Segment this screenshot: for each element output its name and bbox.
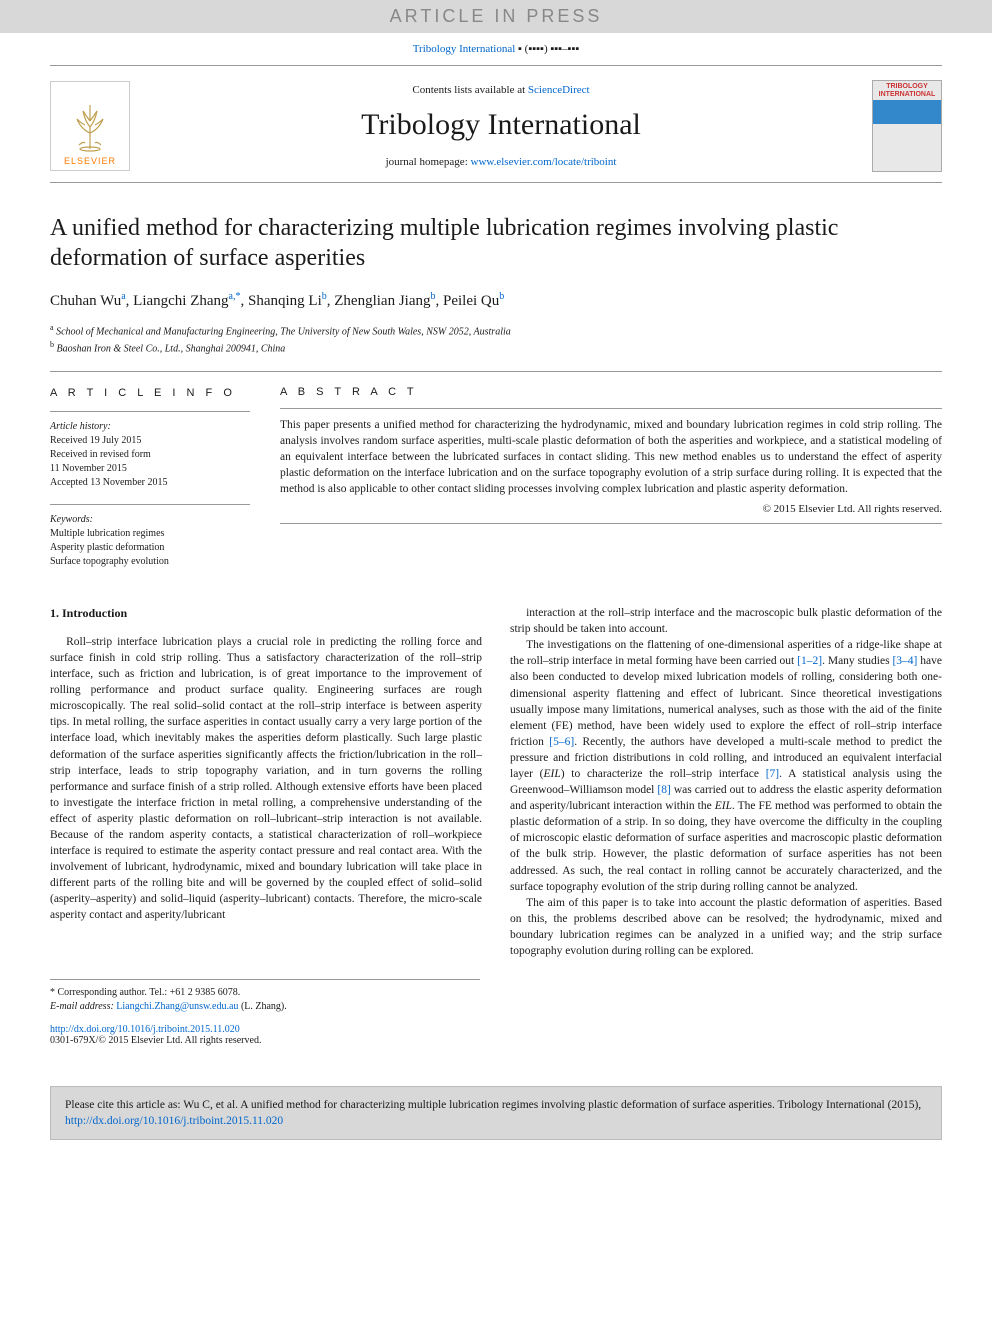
abstract-text: This paper presents a unified method for… (280, 417, 942, 497)
author: Zhenglian Jiang (334, 293, 430, 309)
author: Chuhan Wu (50, 293, 121, 309)
author-aff-sup: a (121, 291, 125, 302)
email-suffix: (L. Zhang). (238, 1001, 286, 1012)
keyword: Asperity plastic deformation (50, 541, 250, 555)
cite-text: Please cite this article as: Wu C, et al… (65, 1099, 921, 1111)
body-span: have also been conducted to develop mixe… (510, 655, 942, 747)
contents-prefix: Contents lists available at (412, 84, 527, 96)
keywords-label: Keywords: (50, 513, 250, 527)
abstract-heading: A B S T R A C T (280, 386, 942, 398)
top-citation-journal-link[interactable]: Tribology International (413, 43, 516, 55)
article-history: Article history: Received 19 July 2015 R… (50, 420, 250, 490)
journal-header: ELSEVIER Contents lists available at Sci… (50, 65, 942, 183)
body-span: . Many studies (822, 655, 892, 667)
divider (280, 408, 942, 409)
reference-link[interactable]: [1–2] (797, 655, 822, 667)
article-info-column: A R T I C L E I N F O Article history: R… (50, 386, 250, 583)
divider (50, 504, 250, 505)
body-span: ) to characterize the roll–strip interfa… (561, 768, 766, 780)
top-citation-volpages: ▪ (▪▪▪▪) ▪▪▪–▪▪▪ (518, 43, 579, 55)
affiliation-text: School of Mechanical and Manufacturing E… (56, 326, 511, 337)
history-line: Received in revised form (50, 448, 250, 462)
contents-line: Contents lists available at ScienceDirec… (130, 84, 872, 96)
sciencedirect-link[interactable]: ScienceDirect (528, 84, 590, 96)
affiliation-text: Baoshan Iron & Steel Co., Ltd., Shanghai… (57, 344, 286, 355)
corresponding-author-note: * Corresponding author. Tel.: +61 2 9385… (50, 986, 480, 1000)
elsevier-tree-icon (60, 96, 120, 156)
history-label: Article history: (50, 420, 250, 434)
email-line: E-mail address: Liangchi.Zhang@unsw.edu.… (50, 1000, 480, 1014)
corresponding-marker: ,* (233, 291, 241, 302)
author-list: Chuhan Wua, Liangchi Zhanga,*, Shanqing … (50, 291, 942, 310)
body-span: . The FE method was performed to obtain … (510, 800, 942, 892)
author: Shanqing Li (248, 293, 322, 309)
history-line: 11 November 2015 (50, 462, 250, 476)
journal-cover-thumbnail: TRIBOLOGY INTERNATIONAL (872, 80, 942, 172)
divider (50, 371, 942, 372)
author-aff-sup: b (322, 291, 327, 302)
keywords-block: Keywords: Multiple lubrication regimes A… (50, 513, 250, 569)
affiliation: b Baoshan Iron & Steel Co., Ltd., Shangh… (50, 339, 942, 356)
in-press-banner: ARTICLE IN PRESS (0, 0, 992, 33)
homepage-prefix: journal homepage: (386, 156, 471, 168)
affiliation-sup: b (50, 340, 54, 349)
cite-doi-link[interactable]: http://dx.doi.org/10.1016/j.triboint.201… (65, 1115, 283, 1127)
keyword: Multiple lubrication regimes (50, 527, 250, 541)
abbrev-eil: EIL (715, 800, 732, 812)
author-aff-sup: b (430, 291, 435, 302)
author: Peilei Qu (443, 293, 499, 309)
journal-title: Tribology International (130, 108, 872, 142)
keyword: Surface topography evolution (50, 555, 250, 569)
issn-copyright: 0301-679X/© 2015 Elsevier Ltd. All right… (50, 1035, 261, 1046)
doi-link[interactable]: http://dx.doi.org/10.1016/j.triboint.201… (50, 1024, 240, 1035)
abstract-column: A B S T R A C T This paper presents a un… (280, 386, 942, 583)
top-citation: Tribology International ▪ (▪▪▪▪) ▪▪▪–▪▪▪ (0, 33, 992, 61)
elsevier-wordmark: ELSEVIER (64, 156, 116, 170)
divider (50, 411, 250, 412)
journal-homepage-line: journal homepage: www.elsevier.com/locat… (130, 156, 872, 168)
affiliations: a School of Mechanical and Manufacturing… (50, 322, 942, 357)
article-body: A unified method for characterizing mult… (0, 183, 992, 1066)
affiliation: a School of Mechanical and Manufacturing… (50, 322, 942, 339)
abbrev-eil: EIL (544, 768, 561, 780)
reference-link[interactable]: [5–6] (549, 736, 574, 748)
email-label: E-mail address: (50, 1001, 116, 1012)
info-abstract-row: A R T I C L E I N F O Article history: R… (50, 386, 942, 583)
journal-header-center: Contents lists available at ScienceDirec… (130, 84, 872, 168)
history-line: Received 19 July 2015 (50, 434, 250, 448)
article-info-heading: A R T I C L E I N F O (50, 386, 250, 401)
body-paragraph: interaction at the roll–strip interface … (510, 605, 942, 637)
body-paragraph: Roll–strip interface lubrication plays a… (50, 634, 482, 924)
body-paragraph: The investigations on the flattening of … (510, 637, 942, 895)
author: Liangchi Zhang (133, 293, 228, 309)
section-heading: 1. Introduction (50, 605, 482, 622)
journal-cover-title: TRIBOLOGY INTERNATIONAL (873, 81, 941, 100)
please-cite-box: Please cite this article as: Wu C, et al… (50, 1086, 942, 1140)
doi-block: http://dx.doi.org/10.1016/j.triboint.201… (50, 1024, 942, 1046)
author-email-link[interactable]: Liangchi.Zhang@unsw.edu.au (116, 1001, 238, 1012)
divider (280, 523, 942, 524)
journal-homepage-link[interactable]: www.elsevier.com/locate/triboint (471, 156, 617, 168)
reference-link[interactable]: [7] (766, 768, 779, 780)
history-line: Accepted 13 November 2015 (50, 476, 250, 490)
reference-link[interactable]: [3–4] (892, 655, 917, 667)
elsevier-logo: ELSEVIER (50, 81, 130, 171)
article-title: A unified method for characterizing mult… (50, 213, 942, 273)
author-aff-sup: b (499, 291, 504, 302)
body-paragraph: The aim of this paper is to take into ac… (510, 895, 942, 959)
body-two-columns: 1. Introduction Roll–strip interface lub… (50, 605, 942, 959)
affiliation-sup: a (50, 323, 54, 332)
abstract-copyright: © 2015 Elsevier Ltd. All rights reserved… (280, 503, 942, 515)
reference-link[interactable]: [8] (657, 784, 670, 796)
footnotes: * Corresponding author. Tel.: +61 2 9385… (50, 979, 480, 1014)
